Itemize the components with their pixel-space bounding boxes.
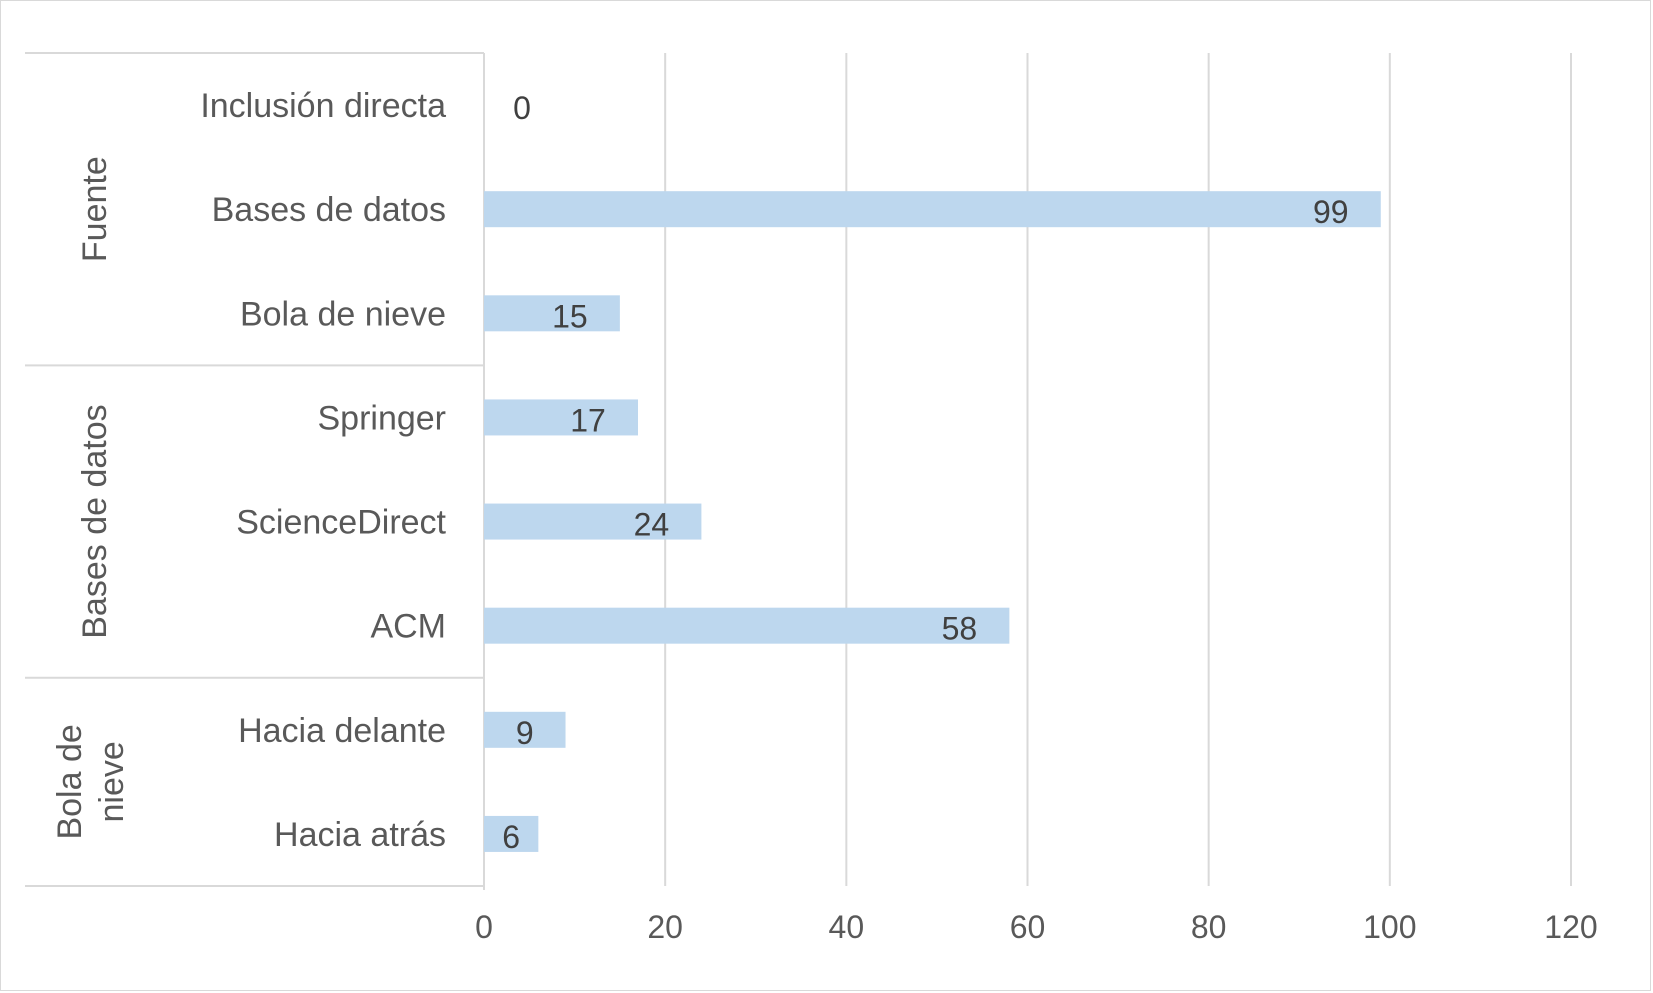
x-tick-label: 100: [1363, 909, 1416, 945]
category-label: Hacia atrás: [274, 816, 446, 854]
category-label: Bases de datos: [212, 191, 446, 229]
data-label: 99: [1313, 194, 1349, 230]
x-tick-label: 20: [647, 909, 683, 945]
group-label: Fuente: [76, 156, 114, 262]
x-tick-label: 0: [475, 909, 493, 945]
category-label: ACM: [370, 608, 446, 646]
data-label: 24: [634, 507, 670, 543]
x-tick-label: 120: [1544, 909, 1597, 945]
data-label: 58: [942, 611, 978, 647]
bar: [484, 399, 638, 436]
bar: [484, 815, 539, 852]
data-label: 9: [516, 715, 534, 751]
category-label: Bola de nieve: [240, 295, 446, 333]
x-tick-label: 80: [1191, 909, 1227, 945]
bar: [484, 191, 1381, 228]
category-label: Inclusión directa: [200, 87, 446, 125]
category-label: ScienceDirect: [236, 504, 446, 542]
group-label: Bola de nieve: [51, 724, 131, 839]
bar: [484, 503, 702, 540]
data-label: 17: [570, 402, 606, 438]
bar: [484, 607, 1010, 644]
bar: [484, 711, 566, 748]
data-label: 0: [513, 90, 531, 126]
data-label: 6: [502, 819, 520, 855]
category-label: Springer: [317, 399, 446, 437]
data-label: 15: [552, 298, 588, 334]
group-label: Bases de datos: [76, 404, 114, 638]
group-label-line: Bola de: [51, 724, 89, 839]
bar: [484, 295, 620, 332]
x-tick-label: 40: [829, 909, 865, 945]
category-label: Hacia delante: [238, 712, 446, 750]
x-tick-label: 60: [1010, 909, 1046, 945]
group-label-line: nieve: [93, 741, 131, 822]
